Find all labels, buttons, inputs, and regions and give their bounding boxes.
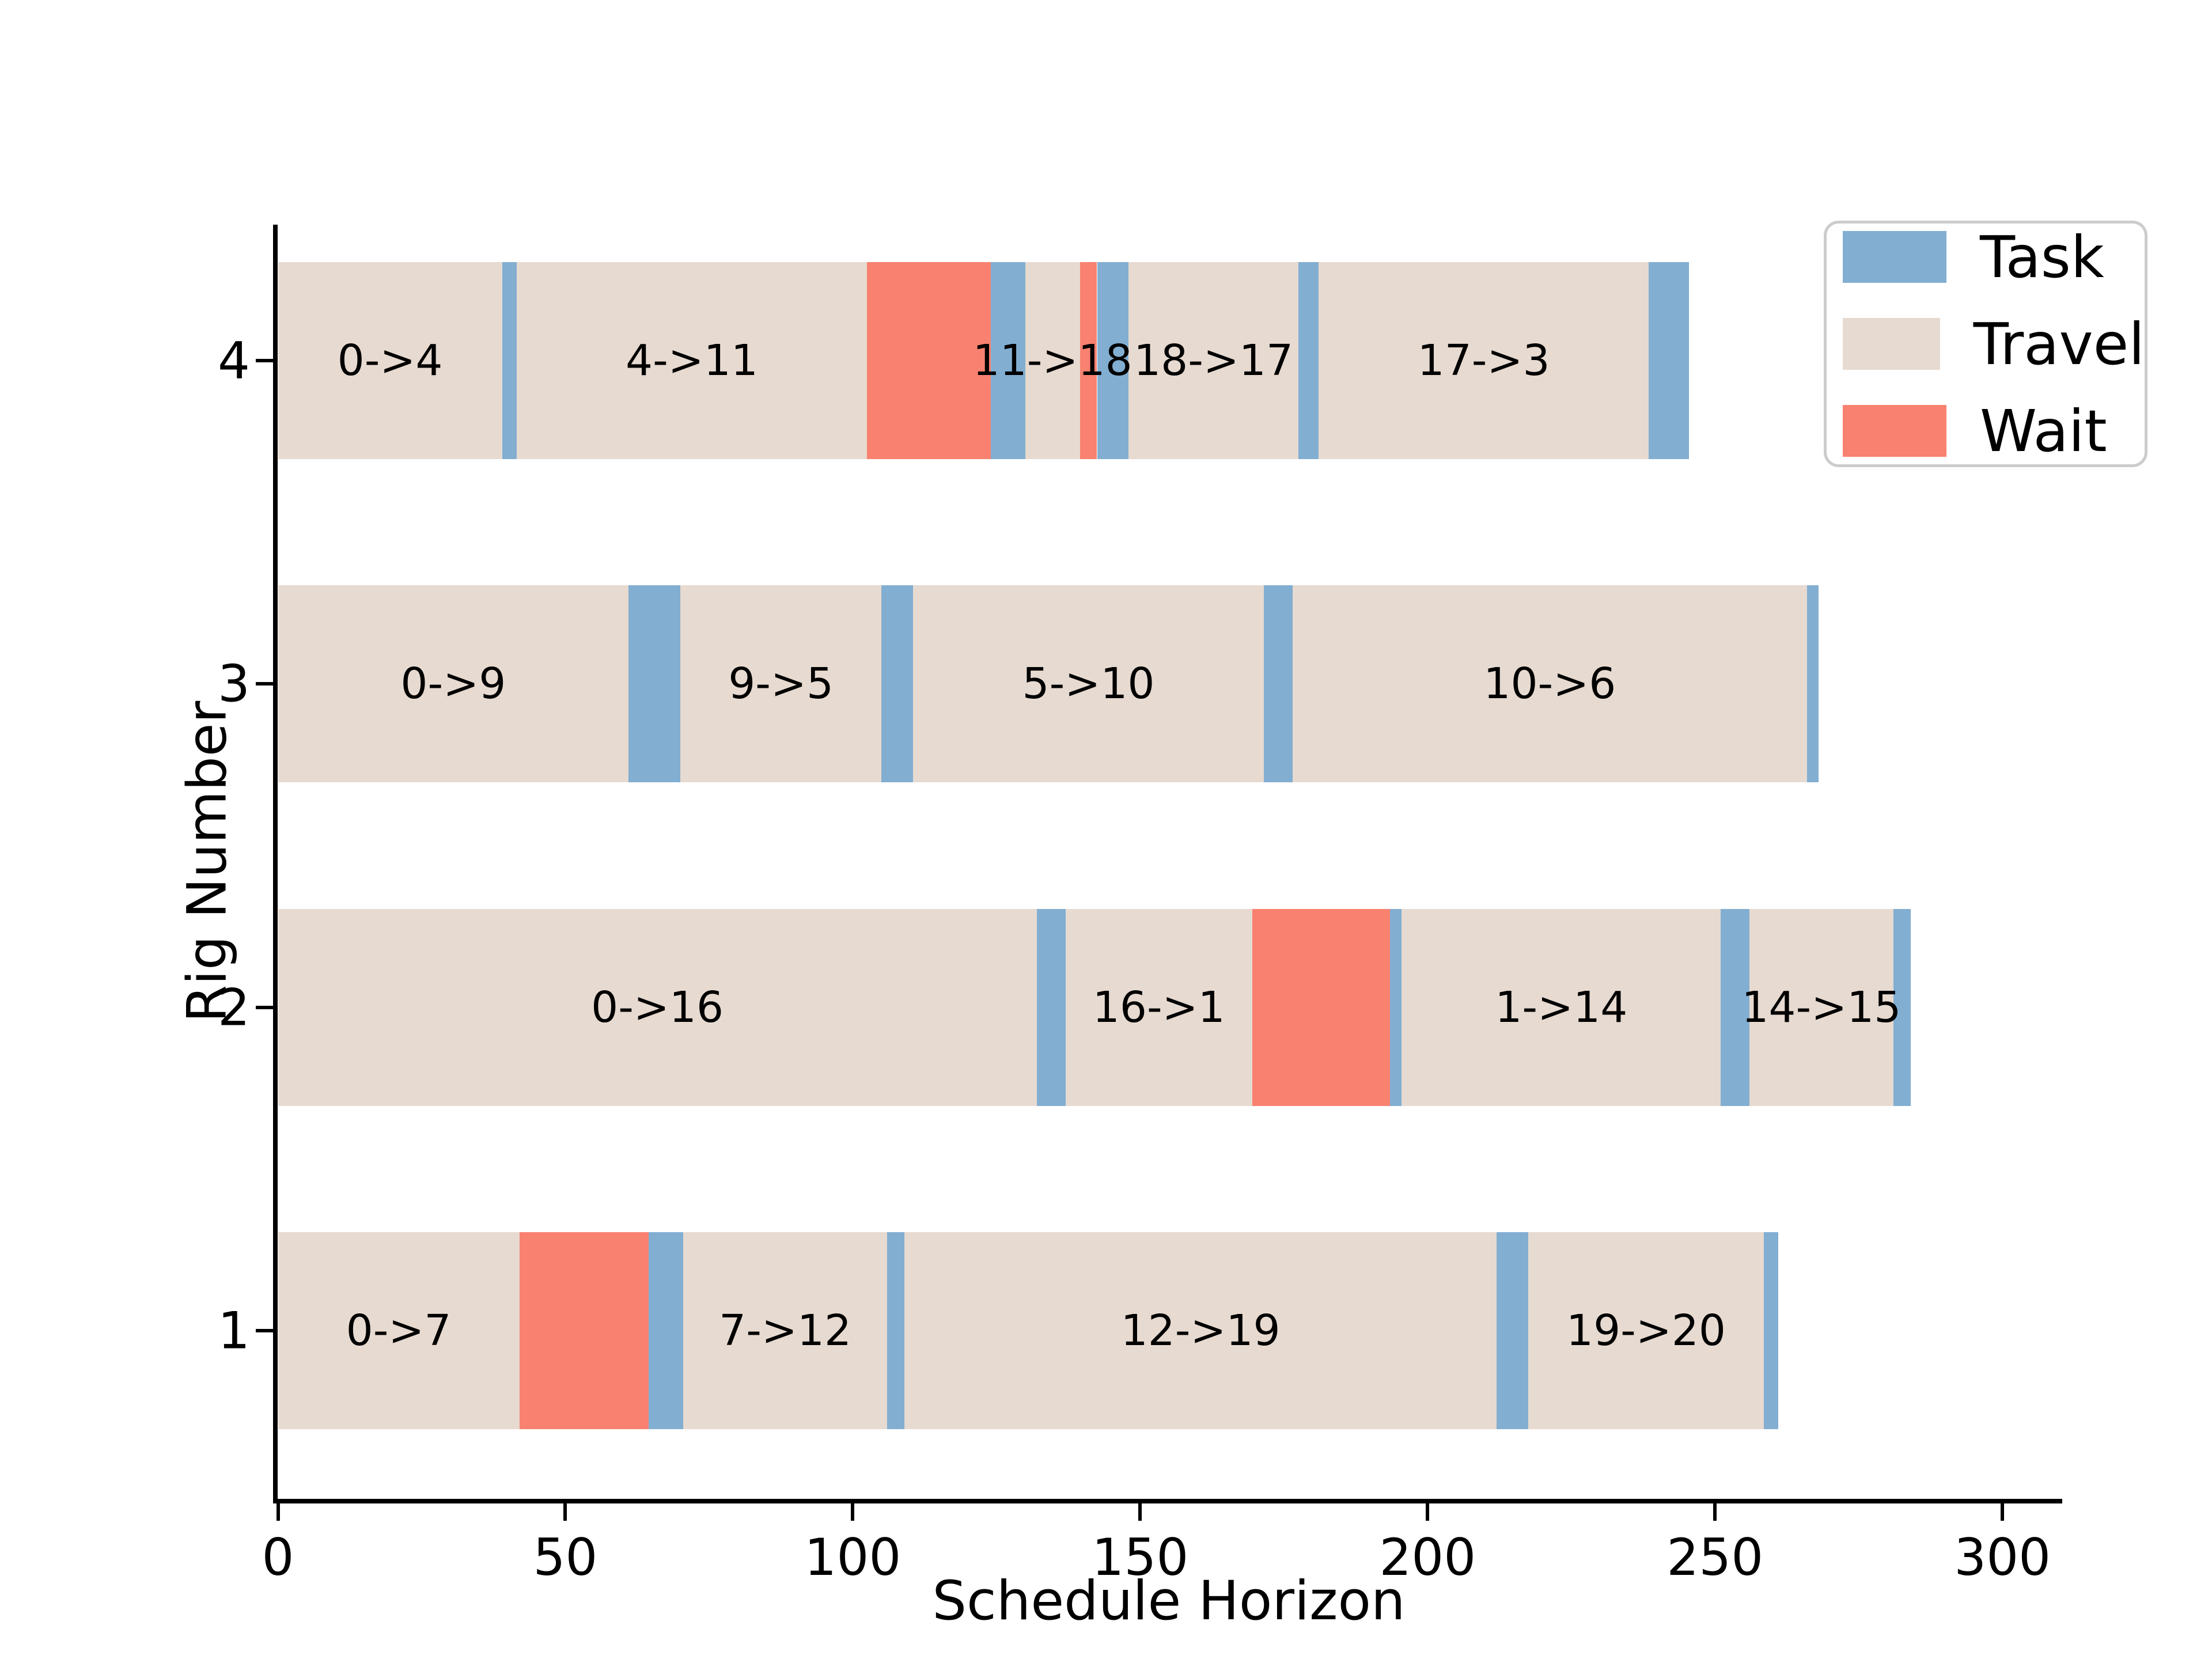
bar-segment-wait (1252, 908, 1391, 1106)
bar-segment-task (881, 585, 914, 783)
bar-segment-task (1390, 908, 1402, 1106)
legend: Task Travel Wait (1824, 221, 2147, 467)
bar-segment-task (887, 1232, 905, 1430)
bar-segment-wait (1080, 262, 1097, 459)
x-tick-label: 150 (1092, 1528, 1189, 1587)
x-tick-label: 50 (533, 1528, 598, 1587)
bar-segment-travel (913, 585, 1264, 783)
bar-segment-travel (278, 908, 1037, 1106)
bar-segment-label: 10->6 (1483, 659, 1616, 709)
bar-segment-task (1263, 585, 1293, 783)
bar-segment-label: 0->7 (346, 1306, 452, 1356)
legend-entry: Task (1843, 224, 2145, 291)
bar-segment-label: 19->20 (1566, 1306, 1726, 1356)
bar-segment-task (990, 262, 1025, 459)
legend-label: Task (1980, 223, 2104, 291)
bar-segment-task (502, 262, 517, 459)
bar-segment-travel (278, 262, 502, 459)
bar-segment-task (1097, 262, 1129, 459)
x-tick (563, 1503, 567, 1521)
bar-segment-label: 17->3 (1417, 335, 1550, 385)
bar-segment-travel (278, 1232, 520, 1430)
bar-segment-label: 4->11 (626, 335, 758, 385)
y-tick-label: 4 (218, 331, 250, 391)
bar-segment-travel (1292, 585, 1807, 783)
bar-segment-travel (680, 585, 882, 783)
bar-segment-travel (1402, 908, 1721, 1106)
bar-segment-label: 5->10 (1022, 659, 1155, 709)
bar-segment-travel (516, 262, 868, 459)
x-tick (1426, 1503, 1430, 1521)
bar-segment-travel (1025, 262, 1080, 459)
y-axis-spine (273, 225, 278, 1503)
bar-segment-travel (1065, 908, 1252, 1106)
legend-swatch-travel (1843, 318, 1940, 370)
bar-segment-label: 14->15 (1741, 982, 1902, 1032)
bar-segment-label: 18->17 (1134, 335, 1294, 385)
bar-segment-label: 0->4 (337, 335, 443, 385)
bar-segment-wait (519, 1232, 649, 1430)
bar-segment-travel (1749, 908, 1893, 1106)
y-tick (256, 1005, 273, 1009)
bar-segment-travel (683, 1232, 888, 1430)
legend-entry: Wait (1843, 397, 2145, 465)
bar-segment-label: 9->5 (728, 659, 834, 709)
bar-segment-task (1806, 585, 1819, 783)
legend-swatch-task (1843, 231, 1946, 283)
y-tick (256, 1329, 273, 1333)
legend-label: Travel (1973, 310, 2145, 378)
x-tick-label: 300 (1954, 1528, 2051, 1587)
x-tick (1138, 1503, 1142, 1521)
bar-segment-task (1721, 908, 1750, 1106)
y-tick-label: 1 (218, 1301, 250, 1361)
bar-segment-travel (1318, 262, 1649, 459)
bar-segment-task (1764, 1232, 1778, 1430)
legend-swatch-wait (1843, 405, 1946, 457)
y-tick (256, 358, 273, 362)
x-tick-label: 250 (1666, 1528, 1764, 1587)
legend-label: Wait (1980, 397, 2107, 465)
bar-segment-task (649, 1232, 683, 1430)
legend-entry: Travel (1843, 310, 2145, 378)
x-tick (276, 1503, 280, 1521)
y-tick-label: 3 (218, 654, 250, 714)
x-tick-label: 100 (804, 1528, 902, 1587)
bar-segment-task (1649, 262, 1690, 459)
bar-segment-travel (278, 585, 629, 783)
y-axis-title: Rig Number (176, 700, 239, 1023)
bar-segment-label: 12->19 (1120, 1306, 1281, 1356)
bar-segment-label: 0->16 (591, 982, 724, 1032)
x-axis-spine (273, 1499, 2062, 1503)
bar-segment-task (628, 585, 681, 783)
x-tick-label: 0 (262, 1528, 294, 1587)
bar-segment-label: 1->14 (1495, 982, 1628, 1032)
bar-segment-travel (1528, 1232, 1764, 1430)
x-axis-title: Schedule Horizon (932, 1570, 1406, 1633)
bar-segment-task (1497, 1232, 1528, 1430)
x-tick (1713, 1503, 1717, 1521)
x-tick-label: 200 (1379, 1528, 1476, 1587)
bar-segment-task (1893, 908, 1911, 1106)
bar-segment-label: 7->12 (719, 1306, 852, 1356)
bar-segment-label: 0->9 (400, 659, 506, 709)
y-tick-label: 2 (218, 978, 250, 1037)
bar-segment-task (1036, 908, 1066, 1106)
x-tick (851, 1503, 855, 1521)
bar-segment-label: 11->18 (972, 335, 1132, 385)
bar-segment-travel (904, 1232, 1497, 1430)
bar-segment-task (1298, 262, 1319, 459)
bar-segment-wait (867, 262, 991, 459)
x-tick (2001, 1503, 2005, 1521)
y-tick (256, 682, 273, 686)
bar-segment-travel (1128, 262, 1298, 459)
bar-segment-label: 16->1 (1092, 982, 1225, 1032)
